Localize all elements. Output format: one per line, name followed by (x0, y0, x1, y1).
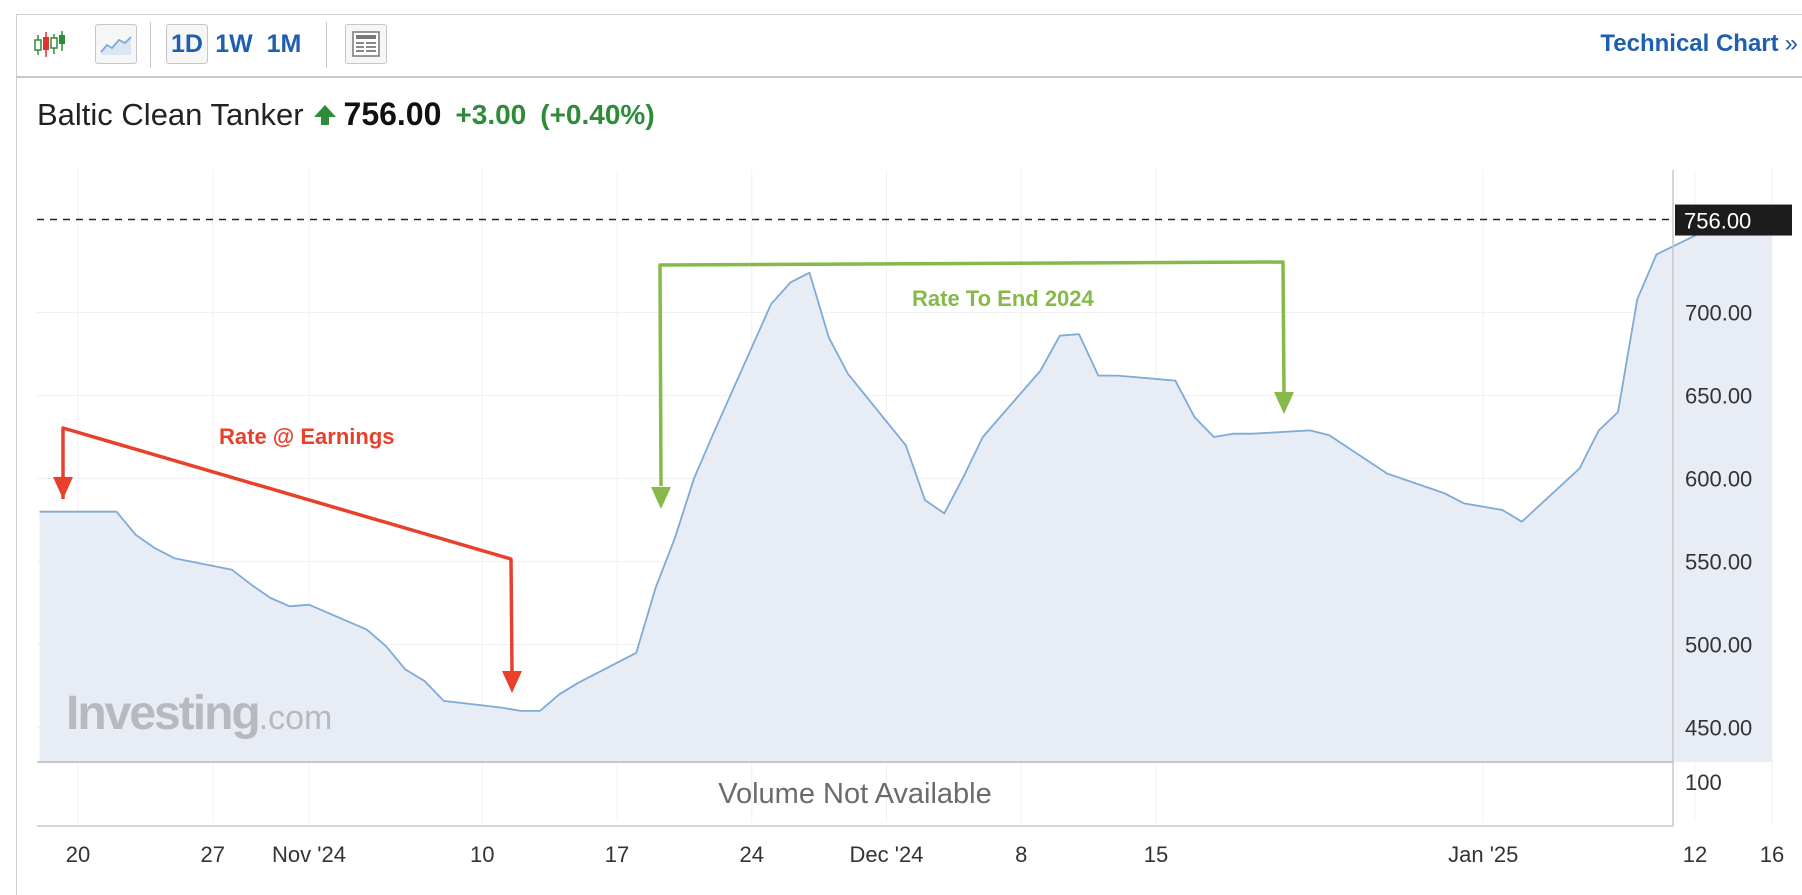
current-value-label: 756.00 (1684, 209, 1751, 234)
x-tick-label: 27 (201, 842, 225, 867)
annotation-earnings-arrow-right (502, 671, 522, 693)
x-tick-label: 12 (1683, 842, 1707, 867)
watermark-main: Investing (66, 687, 259, 740)
x-tick-label: Nov '24 (272, 842, 346, 867)
annotation-end2024-label: Rate To End 2024 (912, 286, 1095, 311)
watermark-suffix: .com (259, 699, 333, 737)
x-tick-label: Dec '24 (850, 842, 924, 867)
annotation-end2024-arrow-left (651, 487, 671, 509)
x-tick-label: 10 (470, 842, 494, 867)
y-tick-label: 600.00 (1685, 467, 1752, 492)
x-tick-label: 15 (1144, 842, 1168, 867)
x-tick-label: Jan '25 (1448, 842, 1518, 867)
volume-not-available-label: Volume Not Available (718, 778, 992, 810)
volume-tick-label: 100 (1685, 770, 1722, 795)
y-tick-label: 700.00 (1685, 301, 1752, 326)
annotation-earnings-label: Rate @ Earnings (219, 424, 395, 449)
y-tick-label: 450.00 (1685, 716, 1752, 741)
series-area (40, 220, 1773, 763)
investing-watermark: Investing.com (66, 686, 332, 741)
x-tick-label: 20 (66, 842, 90, 867)
x-tick-label: 8 (1015, 842, 1027, 867)
y-tick-label: 650.00 (1685, 384, 1752, 409)
x-tick-label: 16 (1760, 842, 1784, 867)
x-tick-label: 17 (605, 842, 629, 867)
x-tick-label: 24 (740, 842, 764, 867)
y-tick-label: 500.00 (1685, 633, 1752, 658)
y-tick-label: 550.00 (1685, 550, 1752, 575)
annotation-earnings-arrow-left (53, 477, 73, 499)
annotation-end2024-arrow-right (1274, 392, 1294, 414)
